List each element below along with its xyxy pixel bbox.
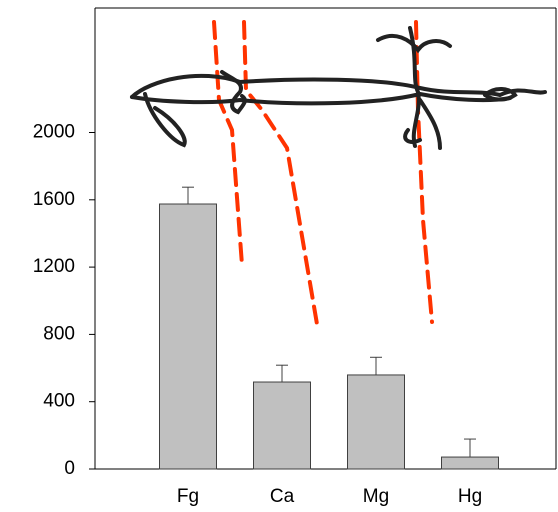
page: 0400800120016002000FgCaMgHg (() => { con… xyxy=(0,0,558,512)
dashed-lines xyxy=(214,22,432,330)
bar xyxy=(254,382,311,469)
y-tick-label: 2000 xyxy=(33,122,75,143)
x-tick-label: Ca xyxy=(270,486,295,507)
y-tick-label: 1200 xyxy=(33,256,75,277)
bar xyxy=(348,375,405,469)
chart: 0 400 800 1200 1600 2000 Fg Ca Mg Hg xyxy=(0,0,558,512)
bar xyxy=(442,457,499,469)
y-tick-label: 400 xyxy=(43,391,75,412)
y-tick-label: 1600 xyxy=(33,189,75,210)
x-tick-label: Mg xyxy=(363,486,389,507)
bar xyxy=(160,204,217,469)
molecule xyxy=(132,28,545,148)
x-tick-label: Hg xyxy=(458,486,482,507)
y-tick-label: 800 xyxy=(43,323,75,344)
y-tick-label: 0 xyxy=(64,458,75,479)
x-tick-label: Fg xyxy=(177,486,199,507)
